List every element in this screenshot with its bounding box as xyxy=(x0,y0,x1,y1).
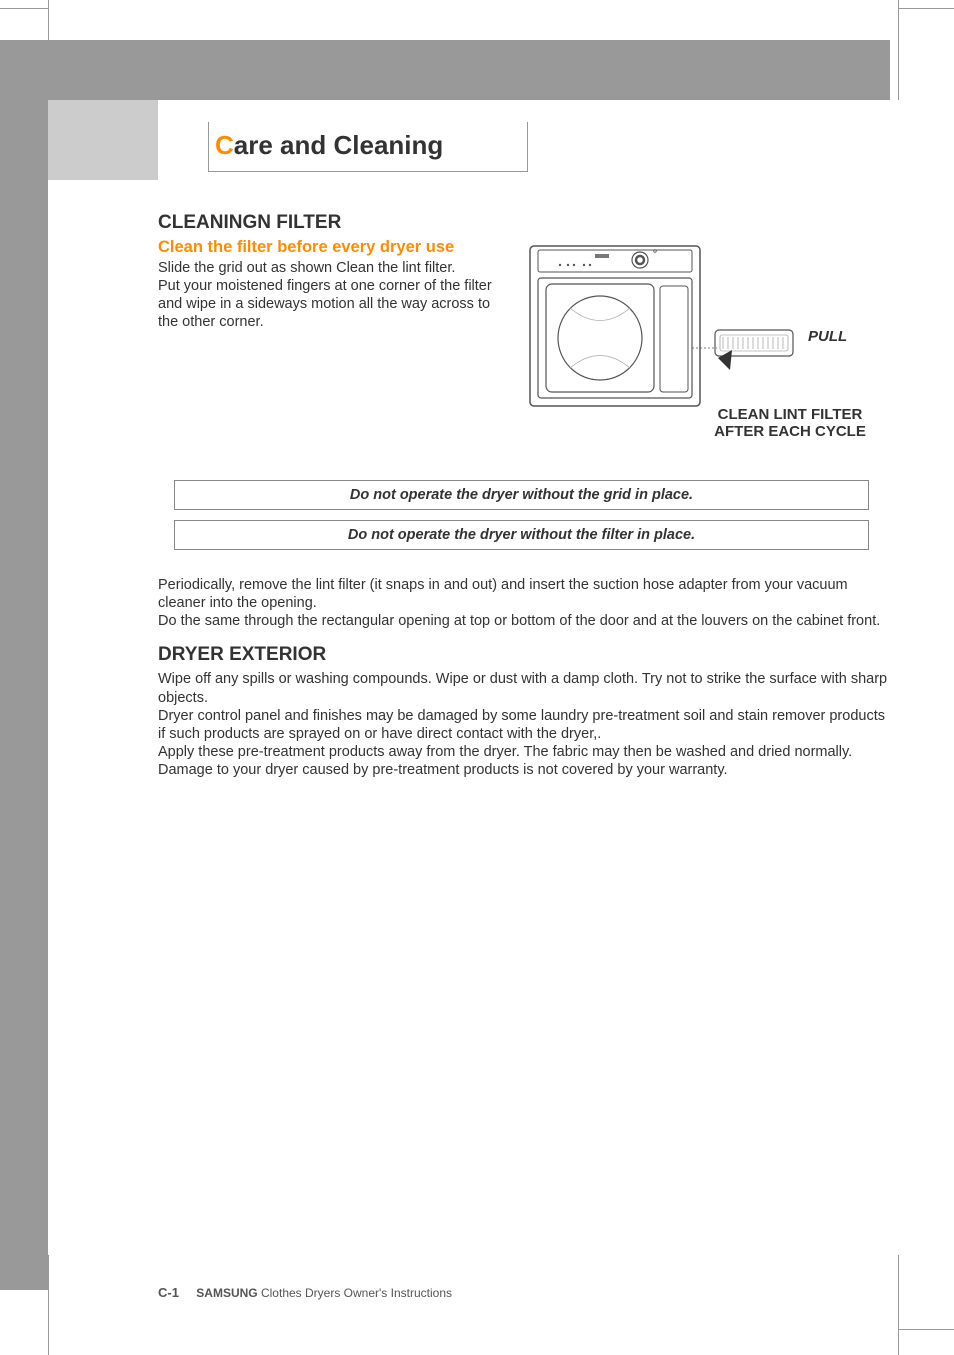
exterior-para1: Wipe off any spills or washing compounds… xyxy=(158,671,887,705)
dryer-figure: PULL CLEAN LINT FILTER AFTER EACH CYCLE xyxy=(520,238,880,448)
exterior-body: Wipe off any spills or washing compounds… xyxy=(158,670,888,779)
sidebar-bar xyxy=(0,100,48,1290)
vacuum-para2: Do the same through the rectangular open… xyxy=(158,613,880,629)
crop-mark xyxy=(0,8,48,9)
warning-grid: Do not operate the dryer without the gri… xyxy=(174,480,869,510)
pull-label: PULL xyxy=(808,328,847,345)
exterior-para2: Dryer control panel and finishes may be … xyxy=(158,708,885,742)
intro-body: Slide the grid out as shown Clean the li… xyxy=(158,259,508,332)
section-title-rest: are and Cleaning xyxy=(234,130,444,160)
crop-mark xyxy=(898,0,899,100)
header-bar xyxy=(0,40,890,100)
section-title: Care and Cleaning xyxy=(215,130,443,160)
subheading-clean-filter: Clean the filter before every dryer use xyxy=(158,238,508,257)
intro-text-block: Clean the filter before every dryer use … xyxy=(158,238,508,332)
footer-rest: Clothes Dryers Owner's Instructions xyxy=(258,1286,452,1300)
intro-line1: Slide the grid out as shown Clean the li… xyxy=(158,260,455,276)
crop-mark xyxy=(899,1329,954,1330)
lint-label: CLEAN LINT FILTER AFTER EACH CYCLE xyxy=(700,406,880,441)
warning-filter: Do not operate the dryer without the fil… xyxy=(174,520,869,550)
intro-row: Clean the filter before every dryer use … xyxy=(158,238,888,448)
page-number: C-1 xyxy=(158,1285,179,1300)
lint-label-line1: CLEAN LINT FILTER xyxy=(718,406,863,423)
heading-cleaning-filter: CLEANINGN FILTER xyxy=(158,212,888,234)
content-area: CLEANINGN FILTER Clean the filter before… xyxy=(158,200,888,779)
crop-mark xyxy=(48,0,49,40)
vacuum-para1: Periodically, remove the lint filter (it… xyxy=(158,577,848,611)
crop-mark xyxy=(48,1255,49,1355)
footer-brand: SAMSUNG xyxy=(196,1286,257,1300)
section-title-accent: C xyxy=(215,130,234,160)
sidebar-accent xyxy=(48,100,158,180)
crop-mark xyxy=(899,8,954,9)
lint-label-line2: AFTER EACH CYCLE xyxy=(714,423,866,440)
section-title-box: Care and Cleaning xyxy=(208,122,528,172)
footer: C-1 SAMSUNG Clothes Dryers Owner's Instr… xyxy=(158,1285,452,1300)
vacuum-paragraph: Periodically, remove the lint filter (it… xyxy=(158,576,888,630)
exterior-para3: Apply these pre-treatment products away … xyxy=(158,744,852,778)
heading-dryer-exterior: DRYER EXTERIOR xyxy=(158,644,888,666)
crop-mark xyxy=(898,1255,899,1355)
intro-line2: Put your moistened fingers at one corner… xyxy=(158,278,492,330)
